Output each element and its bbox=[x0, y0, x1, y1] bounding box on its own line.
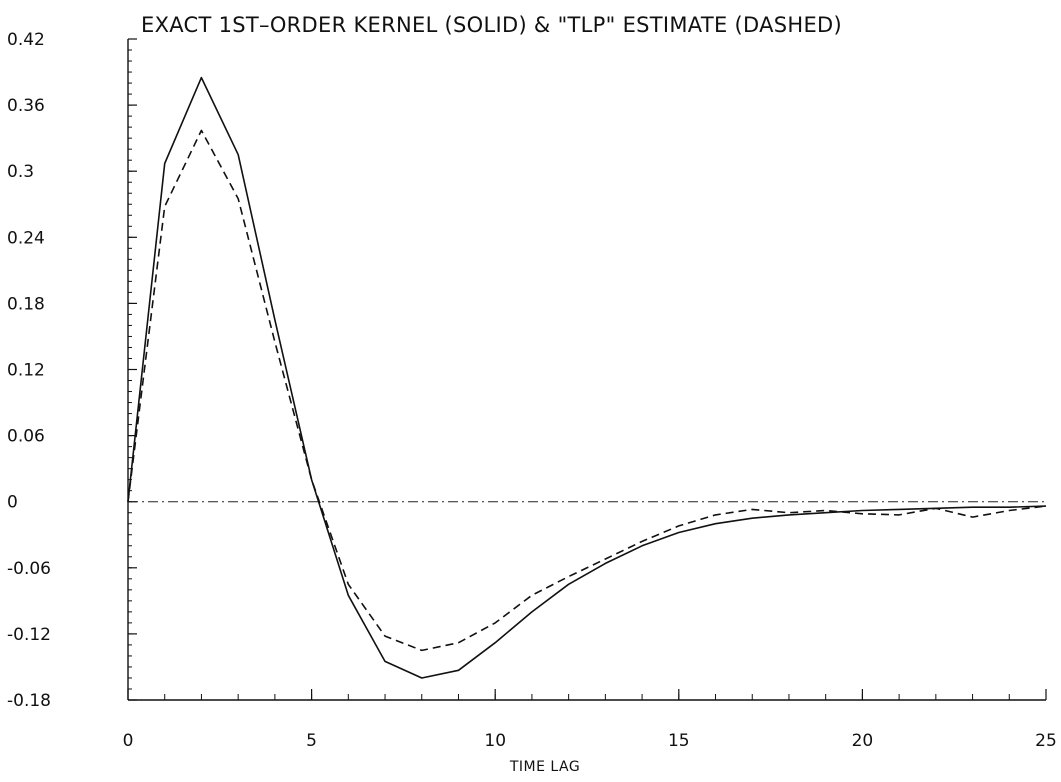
y-tick-label: 0.12 bbox=[7, 361, 45, 381]
y-tick-label: 0.18 bbox=[7, 294, 45, 314]
y-tick-label: 0 bbox=[7, 493, 18, 513]
y-tick-label: 0.06 bbox=[7, 427, 45, 447]
chart-title: EXACT 1ST–ORDER KERNEL (SOLID) & "TLP" E… bbox=[141, 13, 842, 37]
x-tick-label: 5 bbox=[306, 731, 317, 751]
y-tick-label: -0.06 bbox=[7, 559, 51, 579]
axes: 0.42 0.36 0.3 0.24 0.18 0.12 0.06 0 -0.06 -0.12 -0… bbox=[7, 30, 1057, 751]
x-tick-label: 25 bbox=[1035, 731, 1057, 751]
x-axis-label: TIME LAG bbox=[509, 759, 580, 775]
y-tick-label: 0.3 bbox=[7, 162, 34, 182]
y-tick-label: 0.42 bbox=[7, 30, 45, 50]
x-tick-label: 0 bbox=[123, 731, 134, 751]
x-tick-label: 10 bbox=[484, 731, 506, 751]
exact-solid-line bbox=[127, 76, 1047, 679]
x-tick-label: 15 bbox=[668, 731, 690, 751]
y-tick-label: -0.12 bbox=[7, 625, 51, 645]
series-group bbox=[127, 76, 1047, 679]
y-tick-label: -0.18 bbox=[7, 691, 51, 711]
y-tick-label: 0.36 bbox=[7, 96, 45, 116]
x-tick-label: 20 bbox=[852, 731, 874, 751]
y-tick-label: 0.24 bbox=[7, 228, 45, 248]
estimate-dashed-line bbox=[127, 129, 1047, 652]
